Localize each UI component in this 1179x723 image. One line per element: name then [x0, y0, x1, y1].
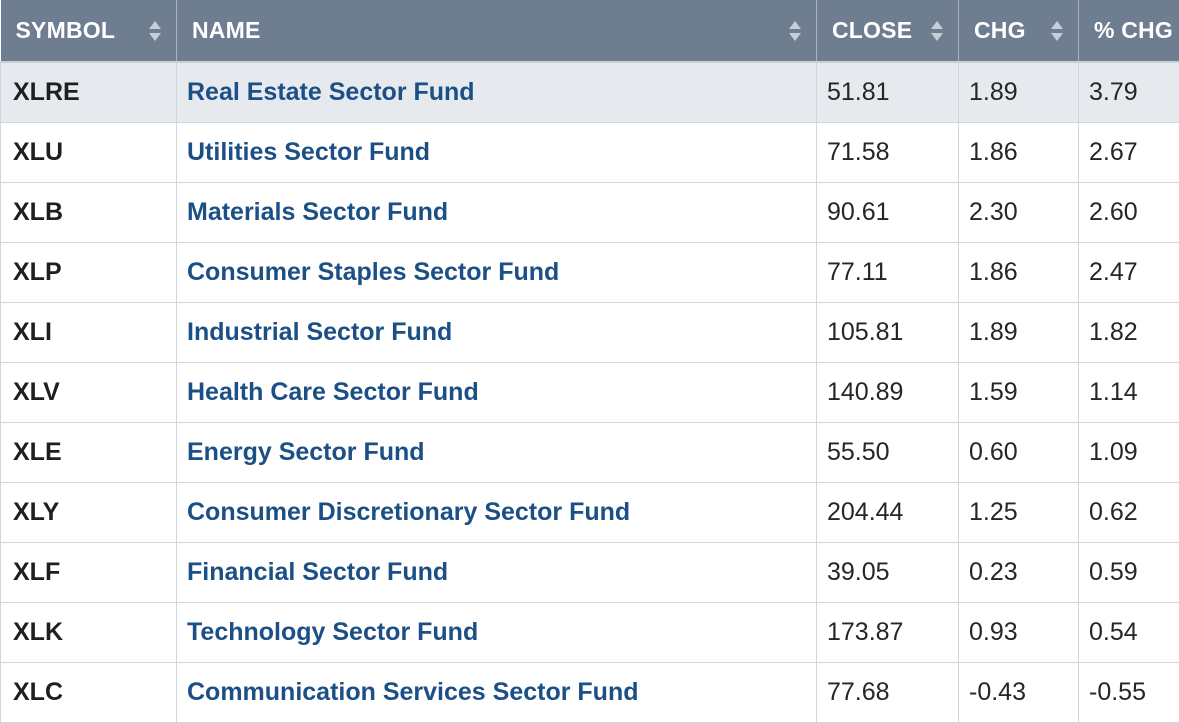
name-cell: Financial Sector Fund [176, 542, 817, 603]
fund-name-link[interactable]: Consumer Staples Sector Fund [187, 257, 560, 286]
symbol-cell: XLY [0, 482, 177, 543]
name-cell: Technology Sector Fund [176, 602, 817, 663]
symbol-cell: XLU [0, 122, 177, 183]
pct-chg-cell: 1.14 [1078, 362, 1179, 423]
pct-chg-cell: 1.09 [1078, 422, 1179, 483]
column-header-symbol-label: SYMBOL [15, 17, 116, 43]
pct-chg-cell: 0.59 [1078, 542, 1179, 603]
fund-name-link[interactable]: Materials Sector Fund [187, 197, 449, 226]
symbol-cell: XLP [0, 242, 177, 303]
column-header-name[interactable]: NAME [176, 0, 817, 63]
pct-chg-cell: 0.62 [1078, 482, 1179, 543]
chg-cell: 2.30 [958, 182, 1079, 243]
close-cell: 71.58 [816, 122, 959, 183]
chg-cell: 1.59 [958, 362, 1079, 423]
fund-name-link[interactable]: Technology Sector Fund [187, 617, 479, 646]
table-row: XLC Communication Services Sector Fund 7… [0, 662, 1179, 723]
fund-name-link[interactable]: Health Care Sector Fund [187, 377, 479, 406]
pct-chg-cell: 2.47 [1078, 242, 1179, 303]
close-cell: 105.81 [816, 302, 959, 363]
column-header-close-label: CLOSE [832, 17, 913, 43]
symbol-cell: XLE [0, 422, 177, 483]
name-cell: Energy Sector Fund [176, 422, 817, 483]
chg-cell: 1.89 [958, 62, 1079, 123]
column-header-name-label: NAME [192, 17, 261, 43]
sort-icon[interactable] [1050, 20, 1064, 42]
pct-chg-cell: 2.67 [1078, 122, 1179, 183]
pct-chg-cell: 1.82 [1078, 302, 1179, 363]
name-cell: Real Estate Sector Fund [176, 62, 817, 123]
fund-name-link[interactable]: Energy Sector Fund [187, 437, 425, 466]
table-row: XLE Energy Sector Fund 55.50 0.60 1.09 [0, 422, 1179, 483]
chg-cell: 0.23 [958, 542, 1079, 603]
sort-icon[interactable] [788, 20, 802, 42]
chg-cell: 1.25 [958, 482, 1079, 543]
symbol-cell: XLF [0, 542, 177, 603]
name-cell: Materials Sector Fund [176, 182, 817, 243]
close-cell: 51.81 [816, 62, 959, 123]
column-header-chg-label: CHG [974, 17, 1026, 43]
close-cell: 140.89 [816, 362, 959, 423]
pct-chg-cell: 0.54 [1078, 602, 1179, 663]
column-header-pct-chg[interactable]: % CHG [1078, 0, 1179, 63]
chg-cell: -0.43 [958, 662, 1079, 723]
name-cell: Consumer Staples Sector Fund [176, 242, 817, 303]
column-header-symbol[interactable]: SYMBOL [0, 0, 177, 63]
symbol-cell: XLRE [0, 62, 177, 123]
symbol-cell: XLK [0, 602, 177, 663]
fund-name-link[interactable]: Communication Services Sector Fund [187, 677, 639, 706]
fund-name-link[interactable]: Financial Sector Fund [187, 557, 449, 586]
close-cell: 173.87 [816, 602, 959, 663]
table-row: XLF Financial Sector Fund 39.05 0.23 0.5… [0, 542, 1179, 603]
table-row: XLK Technology Sector Fund 173.87 0.93 0… [0, 602, 1179, 663]
symbol-cell: XLB [0, 182, 177, 243]
table-row: XLY Consumer Discretionary Sector Fund 2… [0, 482, 1179, 543]
column-header-pct-chg-label: % CHG [1094, 17, 1173, 43]
table-row: XLB Materials Sector Fund 90.61 2.30 2.6… [0, 182, 1179, 243]
symbol-cell: XLI [0, 302, 177, 363]
close-cell: 55.50 [816, 422, 959, 483]
sort-icon[interactable] [930, 20, 944, 42]
close-cell: 77.68 [816, 662, 959, 723]
fund-name-link[interactable]: Real Estate Sector Fund [187, 77, 475, 106]
sort-icon[interactable] [148, 20, 162, 42]
table-row: XLI Industrial Sector Fund 105.81 1.89 1… [0, 302, 1179, 363]
chg-cell: 1.89 [958, 302, 1079, 363]
chg-cell: 0.60 [958, 422, 1079, 483]
chg-cell: 1.86 [958, 242, 1079, 303]
name-cell: Communication Services Sector Fund [176, 662, 817, 723]
close-cell: 77.11 [816, 242, 959, 303]
close-cell: 204.44 [816, 482, 959, 543]
column-header-close[interactable]: CLOSE [816, 0, 959, 63]
name-cell: Consumer Discretionary Sector Fund [176, 482, 817, 543]
pct-chg-cell: 3.79 [1078, 62, 1179, 123]
symbol-cell: XLV [0, 362, 177, 423]
symbol-cell: XLC [0, 662, 177, 723]
close-cell: 90.61 [816, 182, 959, 243]
table-row: XLP Consumer Staples Sector Fund 77.11 1… [0, 242, 1179, 303]
table-row: XLRE Real Estate Sector Fund 51.81 1.89 … [0, 62, 1179, 123]
pct-chg-cell: -0.55 [1078, 662, 1179, 723]
column-header-chg[interactable]: CHG [958, 0, 1079, 63]
fund-name-link[interactable]: Consumer Discretionary Sector Fund [187, 497, 631, 526]
chg-cell: 0.93 [958, 602, 1079, 663]
table-header-row: SYMBOL NAME CLOSE CHG [0, 0, 1179, 63]
name-cell: Health Care Sector Fund [176, 362, 817, 423]
fund-name-link[interactable]: Industrial Sector Fund [187, 317, 453, 346]
pct-chg-cell: 2.60 [1078, 182, 1179, 243]
chg-cell: 1.86 [958, 122, 1079, 183]
table-row: XLV Health Care Sector Fund 140.89 1.59 … [0, 362, 1179, 423]
name-cell: Utilities Sector Fund [176, 122, 817, 183]
table-row: XLU Utilities Sector Fund 71.58 1.86 2.6… [0, 122, 1179, 183]
close-cell: 39.05 [816, 542, 959, 603]
name-cell: Industrial Sector Fund [176, 302, 817, 363]
fund-name-link[interactable]: Utilities Sector Fund [187, 137, 431, 166]
